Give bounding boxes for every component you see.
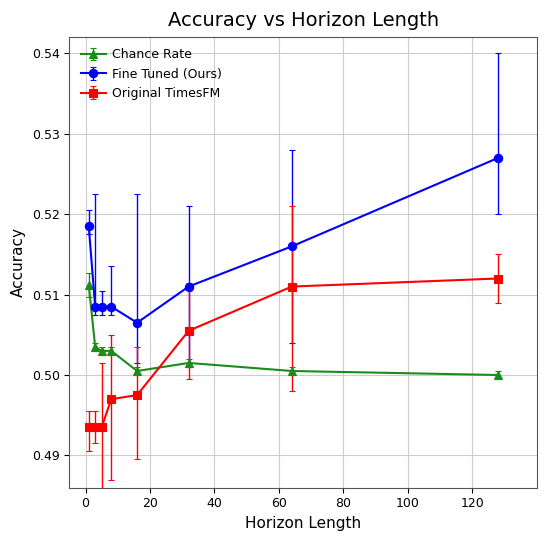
Title: Accuracy vs Horizon Length: Accuracy vs Horizon Length bbox=[168, 11, 439, 30]
Y-axis label: Accuracy: Accuracy bbox=[11, 228, 26, 298]
X-axis label: Horizon Length: Horizon Length bbox=[245, 516, 361, 531]
Legend: Chance Rate, Fine Tuned (Ours), Original TimesFM: Chance Rate, Fine Tuned (Ours), Original… bbox=[76, 43, 227, 105]
